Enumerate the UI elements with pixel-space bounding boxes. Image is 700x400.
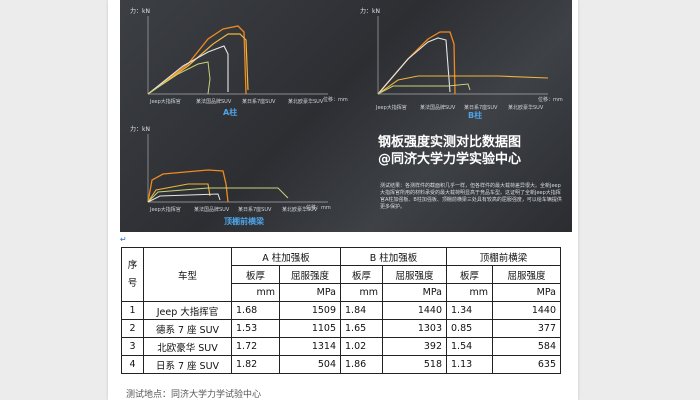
row-b-thickness: 1.84: [340, 301, 383, 320]
row-c-thickness: 1.54: [446, 337, 493, 356]
legend-item: 某法国品牌SUV: [420, 105, 456, 111]
header-thickness: 板厚: [340, 265, 383, 284]
chart-title: A柱: [223, 108, 238, 117]
infographic-title: 钢板强度实测对比数据图 @同济大学力学实验中心: [378, 134, 521, 168]
legend-item: Jeep大指挥官: [150, 99, 181, 105]
row-model: 北欧豪华 SUV: [143, 337, 232, 356]
row-b-yield: 518: [382, 355, 447, 374]
chart-roof-beam: 力：kN 位移：mm Jeep大指挥官 某法国品牌SUV 某日系7座SUV 某北…: [128, 122, 368, 230]
unit-mpa: MPa: [492, 283, 561, 302]
row-c-yield: 1440: [492, 301, 561, 320]
header-thickness: 板厚: [446, 265, 493, 284]
table-row: 2 德系 7 座 SUV 1.53 1105 1.65 1303 0.85 37…: [121, 319, 561, 338]
y-axis-label: 力：kN: [360, 8, 380, 15]
unit-mpa: MPa: [382, 283, 447, 302]
legend-item: Jeep大指挥官: [150, 207, 181, 213]
row-b-thickness: 1.02: [340, 337, 383, 356]
row-b-yield: 1303: [382, 319, 447, 338]
test-infographic: 力：kN 位移：mm Jeep大指挥官 某法国品牌SUV 某日系7座SUV 某北…: [120, 0, 572, 232]
row-a-thickness: 1.82: [231, 355, 280, 374]
table-row: 4 日系 7 座 SUV 1.82 504 1.86 518 1.13 635: [121, 355, 561, 374]
row-index: 3: [121, 337, 144, 356]
row-a-yield: 1509: [279, 301, 341, 320]
legend-item: 某北欧豪华SUV: [282, 207, 318, 213]
comparison-table: 序号 车型 A 柱加强板 B 柱加强板 顶棚前横梁 板厚 屈服强度 板厚 屈服强…: [121, 247, 561, 374]
header-group-a: A 柱加强板: [231, 247, 341, 266]
legend-item: 某法国品牌SUV: [196, 99, 232, 105]
table-subheader-row: 板厚 屈服强度 板厚 屈服强度 板厚 屈服强度: [122, 265, 561, 284]
row-a-yield: 1314: [279, 337, 341, 356]
unit-mm: mm: [231, 283, 280, 302]
table-header-row: 序号 车型 A 柱加强板 B 柱加强板 顶棚前横梁: [121, 247, 561, 302]
header-yield: 屈服强度: [382, 265, 447, 284]
unit-mpa: MPa: [279, 283, 341, 302]
infographic-title-line1: 钢板强度实测对比数据图: [378, 135, 522, 150]
row-model: 德系 7 座 SUV: [143, 319, 232, 338]
row-b-thickness: 1.86: [340, 355, 383, 374]
comparison-table-wrap: 序号 车型 A 柱加强板 B 柱加强板 顶棚前横梁 板厚 屈服强度 板厚 屈服强…: [121, 247, 561, 374]
header-group-b: B 柱加强板: [340, 247, 447, 266]
header-group-c: 顶棚前横梁: [446, 247, 561, 266]
header-yield: 屈服强度: [492, 265, 561, 284]
y-axis-label: 力：kN: [130, 8, 150, 15]
row-a-thickness: 1.53: [231, 319, 280, 338]
row-a-yield: 504: [279, 355, 341, 374]
legend-item: 某日系7座SUV: [242, 99, 276, 105]
row-model: 日系 7 座 SUV: [143, 355, 232, 374]
unit-mm: mm: [446, 283, 493, 302]
header-model: 车型: [143, 247, 232, 302]
x-axis-label: 位移：mm: [323, 97, 348, 103]
chart-b-pillar: 力：kN 位移：mm Jeep大指挥官 某法国品牌SUV 某日系7座SUV 某北…: [358, 4, 568, 122]
row-index: 1: [121, 301, 144, 320]
row-model: Jeep 大指挥官: [143, 301, 232, 320]
y-axis-label: 力：kN: [130, 126, 150, 133]
chart-b-svg: [377, 16, 549, 95]
legend-item: 某日系7座SUV: [238, 207, 272, 213]
row-index: 4: [121, 355, 144, 374]
chart-c-svg: [147, 134, 328, 203]
header-index: 序号: [121, 247, 144, 302]
row-b-yield: 1440: [382, 301, 447, 320]
document-page: 力：kN 位移：mm Jeep大指挥官 某法国品牌SUV 某日系7座SUV 某北…: [108, 0, 578, 400]
row-a-yield: 1105: [279, 319, 341, 338]
header-thickness: 板厚: [231, 265, 280, 284]
row-c-thickness: 1.13: [446, 355, 493, 374]
infographic-description: 测试结果：各测样件的截面积几乎一样，但各样件的最大载荷差异很大。全新Jeep大指…: [380, 183, 562, 210]
row-c-yield: 377: [492, 319, 561, 338]
row-b-thickness: 1.65: [340, 319, 383, 338]
x-axis-label: 位移：mm: [538, 97, 563, 103]
row-b-yield: 392: [382, 337, 447, 356]
row-c-yield: 635: [492, 355, 561, 374]
legend-item: 某日系7座SUV: [464, 105, 498, 111]
test-location-note: 测试地点：同济大学力学试验中心: [126, 390, 262, 400]
row-c-thickness: 1.34: [446, 301, 493, 320]
chart-a-svg: [147, 16, 328, 95]
chart-a-pillar: 力：kN 位移：mm Jeep大指挥官 某法国品牌SUV 某日系7座SUV 某北…: [128, 4, 358, 122]
x-axis-label: 位移：mm: [306, 205, 331, 211]
header-yield: 屈服强度: [279, 265, 341, 284]
row-c-thickness: 0.85: [446, 319, 493, 338]
table-row: 1 Jeep 大指挥官 1.68 1509 1.84 1440 1.34 144…: [121, 301, 561, 320]
row-c-yield: 584: [492, 337, 561, 356]
table-row: 3 北欧豪华 SUV 1.72 1314 1.02 392 1.54 584: [121, 337, 561, 356]
legend-item: Jeep大指挥官: [376, 105, 407, 111]
legend-item: 某北欧豪华SUV: [288, 99, 324, 105]
paragraph-mark: ↵: [120, 235, 127, 244]
legend-item: 某北欧豪华SUV: [508, 105, 544, 111]
legend-item: 某法国品牌SUV: [194, 207, 230, 213]
infographic-title-line2: @同济大学力学实验中心: [378, 152, 522, 167]
chart-title: B柱: [468, 111, 483, 120]
row-a-thickness: 1.68: [231, 301, 280, 320]
row-a-thickness: 1.72: [231, 337, 280, 356]
row-index: 2: [121, 319, 144, 338]
chart-title: 顶棚前横梁: [224, 217, 264, 226]
unit-mm: mm: [340, 283, 383, 302]
